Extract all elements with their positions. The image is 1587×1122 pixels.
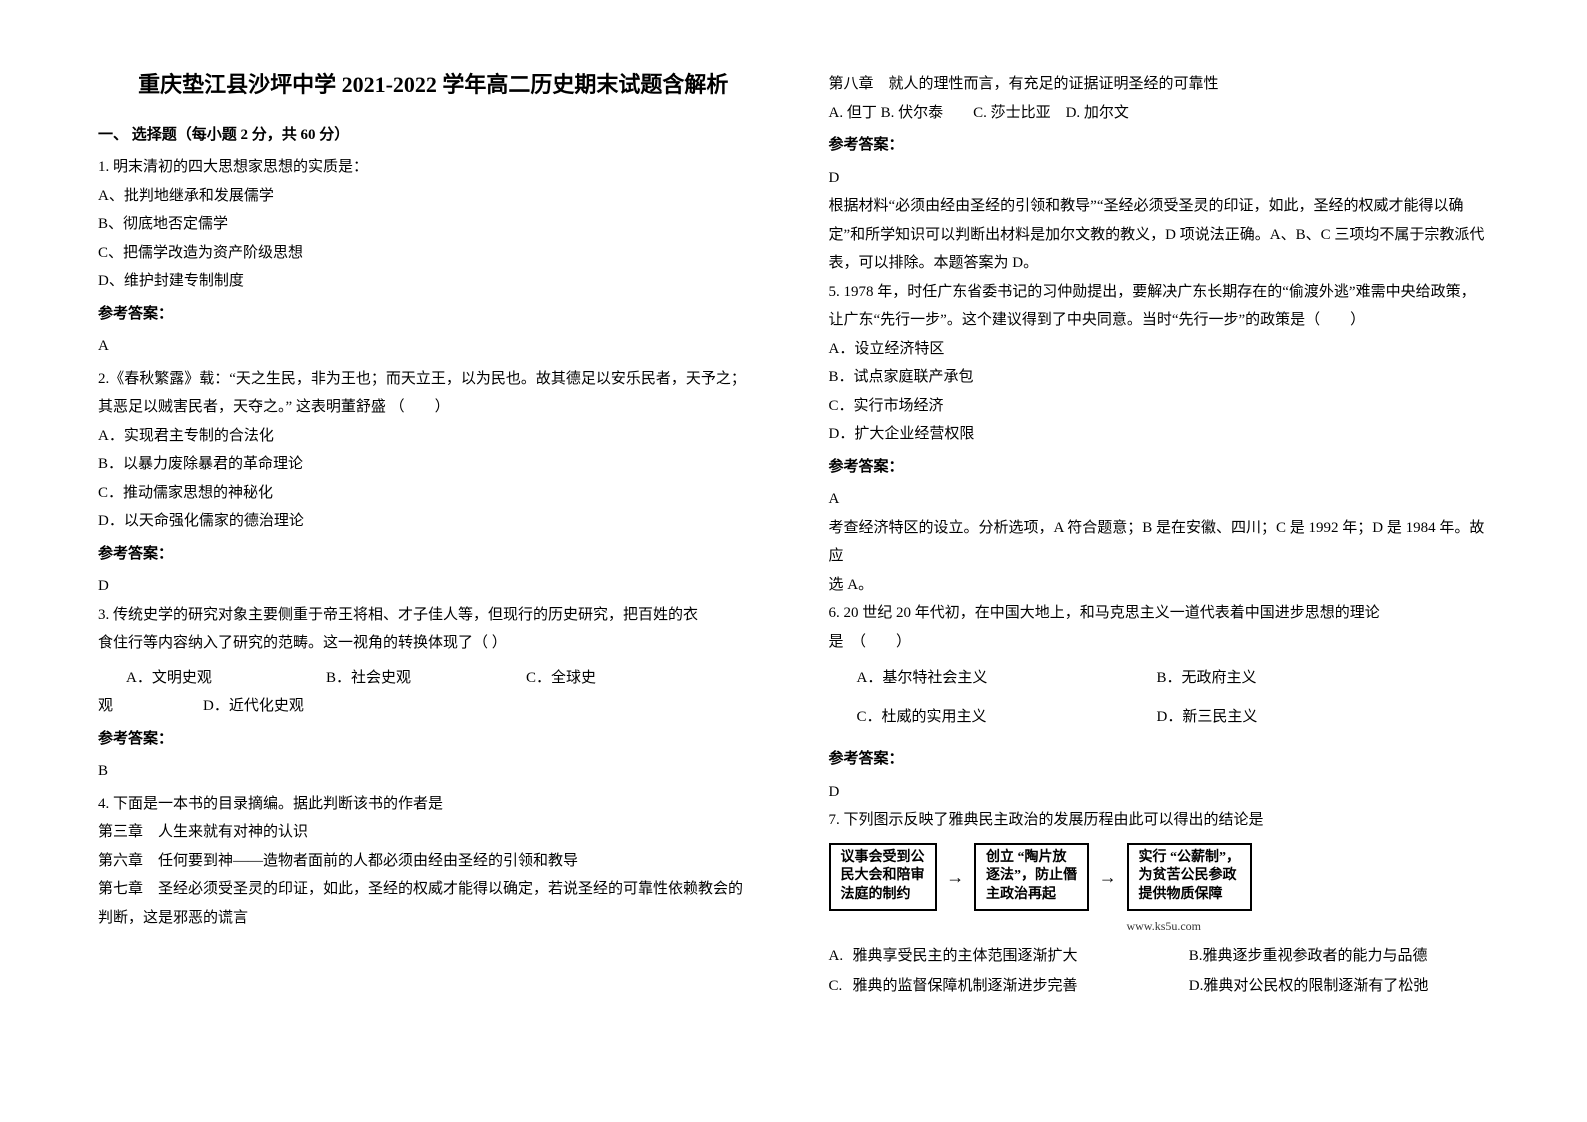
q7-options: A. 雅典享受民主的主体范围逐渐扩大 B.雅典逐步重视参政者的能力与品德 C. … [829, 942, 1500, 1001]
arrow-right-icon: → [1099, 860, 1117, 894]
q7-box-3: 实行 “公薪制”， 为贫苦公民参政 提供物质保障 [1127, 843, 1253, 912]
q6-stem-line1: 6. 20 世纪 20 年代初，在中国大地上，和马克思主义一道代表着中国进步思想… [829, 599, 1500, 628]
q7-box-1: 议事会受到公 民大会和陪审 法庭的制约 [829, 843, 937, 912]
q7-box2-l3: 主政治再起 [986, 887, 1056, 902]
q3-stem-line1: 3. 传统史学的研究对象主要侧重于帝王将相、才子佳人等，但现行的历史研究，把百姓… [98, 601, 769, 630]
q3-option-c: C．全球史 [526, 664, 596, 693]
q1-option-d: D、维护封建专制制度 [98, 267, 769, 296]
q1-option-a: A、批判地继承和发展儒学 [98, 182, 769, 211]
q2-option-d: D．以天命强化儒家的德治理论 [98, 507, 769, 536]
q6-option-a: A．基尔特社会主义 [857, 664, 1157, 693]
q1-option-c: C、把儒学改造为资产阶级思想 [98, 239, 769, 268]
q4-chapter-3: 第三章 人生来就有对神的认识 [98, 818, 769, 847]
q5-option-b: B．试点家庭联产承包 [829, 363, 1500, 392]
q2-stem-line2: 其恶足以贼害民者，天夺之。” 这表明董舒盛 （ ） [98, 393, 769, 422]
q2-answer: D [98, 572, 769, 601]
arrow-right-icon: → [946, 860, 964, 894]
q7-option-a: 雅典享受民主的主体范围逐渐扩大 [853, 942, 1163, 971]
q1-answer: A [98, 332, 769, 361]
document-title: 重庆垫江县沙坪中学 2021-2022 学年高二历史期末试题含解析 [98, 70, 769, 101]
q7-box2-l2: 逐法”，防止僭 [986, 868, 1077, 883]
q2-option-a: A．实现君主专制的合法化 [98, 422, 769, 451]
q4-explanation-3: 表，可以排除。本题答案为 D。 [829, 249, 1500, 278]
q2-option-b: B．以暴力废除暴君的革命理论 [98, 450, 769, 479]
q3-stem-line2: 食住行等内容纳入了研究的范畴。这一视角的转换体现了（ ） [98, 629, 769, 658]
q7-option-d: D.雅典对公民权的限制逐渐有了松弛 [1189, 972, 1499, 1001]
q3-option-c-d: 观 D．近代化史观 [98, 692, 769, 721]
q4-explanation-1: 根据材料“必须由经由圣经的引领和教导”“圣经必须受圣灵的印证，如此，圣经的权威才… [829, 192, 1500, 221]
q3-option-b: B．社会史观 [326, 664, 526, 693]
q4-stem: 4. 下面是一本书的目录摘编。据此判断该书的作者是 [98, 790, 769, 819]
q6-option-d: D．新三民主义 [1157, 703, 1258, 732]
q4-chapter-6: 第六章 任何要到神——造物者面前的人都必须由经由圣经的引领和教导 [98, 847, 769, 876]
q3-option-a: A．文明史观 [126, 664, 326, 693]
answer-heading: 参考答案： [829, 745, 1500, 774]
q7-box1-l2: 民大会和陪审 [841, 868, 925, 883]
q7-box3-l3: 提供物质保障 [1139, 887, 1223, 902]
answer-heading: 参考答案： [829, 453, 1500, 482]
q6-option-b: B．无政府主义 [1157, 664, 1257, 693]
q6-option-c: C．杜威的实用主义 [857, 703, 1157, 732]
answer-heading: 参考答案： [829, 131, 1500, 160]
answer-heading: 参考答案： [98, 300, 769, 329]
q4-answer: D [829, 164, 1500, 193]
q4-chapter-7a: 第七章 圣经必须受圣灵的印证，如此，圣经的权威才能得以确定，若说圣经的可靠性依赖… [98, 875, 769, 904]
answer-heading: 参考答案： [98, 540, 769, 569]
section-heading: 一、 选择题（每小题 2 分，共 60 分） [98, 121, 769, 150]
q7-box2-l1: 创立 “陶片放 [986, 850, 1067, 865]
q6-options: A．基尔特社会主义 B．无政府主义 C．杜威的实用主义 D．新三民主义 [857, 664, 1500, 731]
answer-heading: 参考答案： [98, 725, 769, 754]
q5-explanation-1: 考查经济特区的设立。分析选项，A 符合题意；B 是在安徽、四川；C 是 1992… [829, 514, 1500, 571]
q4-explanation-2: 定”和所学知识可以判断出材料是加尔文教的教义，D 项说法正确。A、B、C 三项均… [829, 221, 1500, 250]
q4-options: A. 但丁 B. 伏尔泰 C. 莎士比亚 D. 加尔文 [829, 99, 1500, 128]
q5-option-d: D．扩大企业经营权限 [829, 420, 1500, 449]
q7-stem: 7. 下列图示反映了雅典民主政治的发展历程由此可以得出的结论是 [829, 806, 1500, 835]
q5-option-a: A．设立经济特区 [829, 335, 1500, 364]
q1-option-b: B、彻底地否定儒学 [98, 210, 769, 239]
q7-diagram: 议事会受到公 民大会和陪审 法庭的制约 → 创立 “陶片放 逐法”，防止僭 主政… [829, 843, 1500, 912]
q5-explanation-2: 选 A。 [829, 571, 1500, 600]
q7-box1-l1: 议事会受到公 [841, 850, 925, 865]
q7-box3-l1: 实行 “公薪制”， [1139, 850, 1241, 865]
q7-box1-l3: 法庭的制约 [841, 887, 911, 902]
q7-option-b: B.雅典逐步重视参政者的能力与品德 [1189, 942, 1499, 971]
column-left: 重庆垫江县沙坪中学 2021-2022 学年高二历史期末试题含解析 一、 选择题… [98, 70, 769, 1072]
q5-stem-line1: 5. 1978 年，时任广东省委书记的习仲勋提出，要解决广东长期存在的“偷渡外逃… [829, 278, 1500, 307]
q5-option-c: C．实行市场经济 [829, 392, 1500, 421]
q7-box-2: 创立 “陶片放 逐法”，防止僭 主政治再起 [974, 843, 1089, 912]
q5-stem-line2: 让广东“先行一步”。这个建议得到了中央同意。当时“先行一步”的政策是（ ） [829, 306, 1500, 335]
q2-stem-line1: 2.《春秋繁露》载：“天之生民，非为王也；而天立王，以为民也。故其德足以安乐民者… [98, 365, 769, 394]
q5-answer: A [829, 485, 1500, 514]
q3-answer: B [98, 757, 769, 786]
q4-chapter-7b: 判断，这是邪恶的谎言 [98, 904, 769, 933]
q1-stem: 1. 明末清初的四大思想家思想的实质是： [98, 153, 769, 182]
column-right: 第八章 就人的理性而言，有充足的证据证明圣经的可靠性 A. 但丁 B. 伏尔泰 … [829, 70, 1500, 1072]
q7-option-c: 雅典的监督保障机制逐渐进步完善 [853, 972, 1163, 1001]
q2-option-c: C．推动儒家思想的神秘化 [98, 479, 769, 508]
q7-label-c: C. [829, 972, 851, 1001]
q6-answer: D [829, 778, 1500, 807]
q4-chapter-8: 第八章 就人的理性而言，有充足的证据证明圣经的可靠性 [829, 70, 1500, 99]
q7-label-a: A. [829, 942, 851, 971]
q7-box3-l2: 为贫苦公民参政 [1139, 868, 1237, 883]
q6-stem-line2: 是 （ ） [829, 628, 1500, 657]
diagram-url: www.ks5u.com [829, 915, 1500, 938]
